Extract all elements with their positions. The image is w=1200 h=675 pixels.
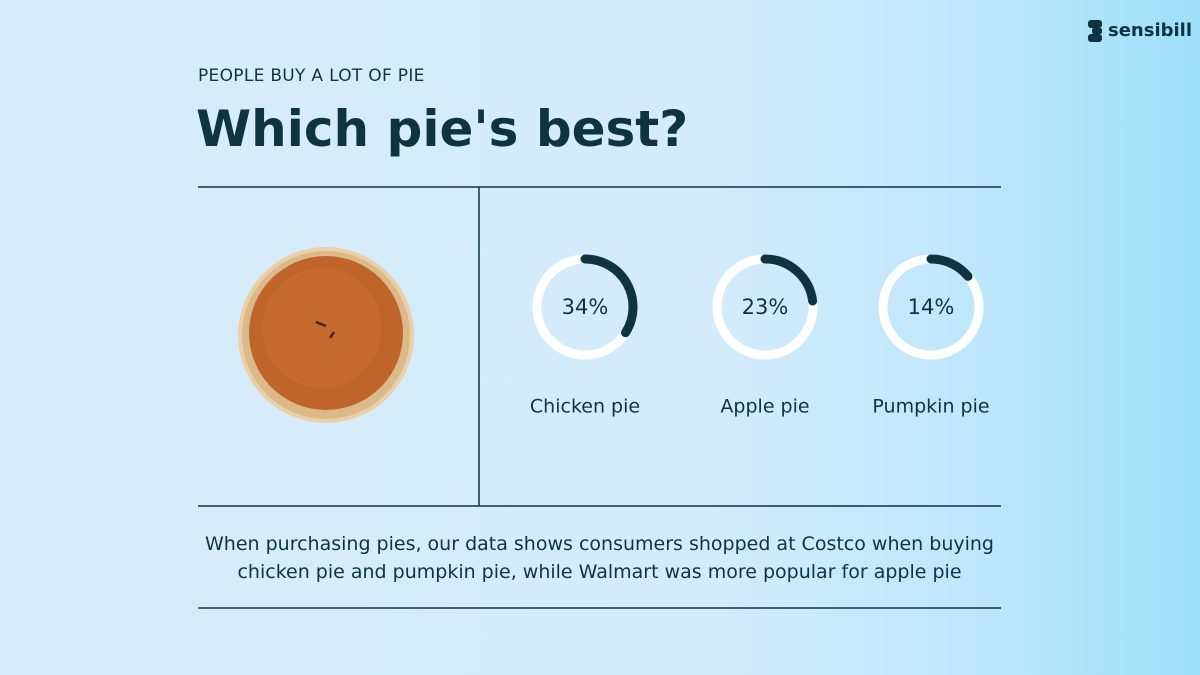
category-label: Chicken pie: [530, 396, 640, 418]
donut-arc: [926, 254, 973, 281]
category-label: Pumpkin pie: [872, 396, 989, 418]
donut-arc: [760, 254, 818, 306]
category-label: Apple pie: [720, 396, 809, 418]
value-label: 23%: [742, 295, 789, 319]
title: Which pie's best?: [196, 100, 689, 158]
pie-image: [238, 247, 414, 423]
logo: sensibill: [1108, 20, 1193, 41]
subtitle: PEOPLE BUY A LOT OF PIE: [198, 66, 425, 86]
annotation: When purchasing pies, our data shows con…: [205, 533, 994, 583]
value-label: 34%: [562, 295, 609, 319]
value-label: 14%: [908, 295, 955, 319]
logo-icon: [1088, 20, 1102, 42]
donut-arc: [580, 254, 638, 338]
